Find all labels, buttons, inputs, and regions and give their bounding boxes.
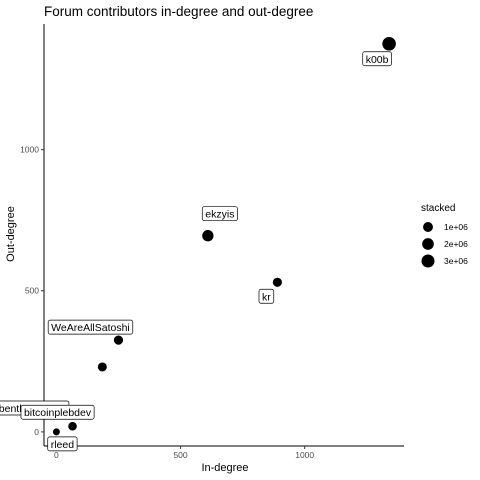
point-label-box	[20, 404, 95, 420]
x-tick-label: 500	[173, 450, 187, 460]
legend-label: 3e+06	[444, 256, 468, 266]
legend-key	[423, 222, 433, 232]
point-label: WeAreAllSatoshi	[47, 319, 134, 335]
point-label-text: k00b	[366, 54, 389, 66]
legend-key	[421, 254, 435, 268]
x-axis-title: In-degree	[201, 462, 248, 474]
point-label-box	[258, 288, 275, 304]
data-point	[113, 335, 124, 345]
x-tick-label: 1000	[295, 450, 314, 460]
y-axis-title: Out-degree	[5, 206, 17, 262]
legend-key	[422, 238, 434, 250]
legend-label: 2e+06	[444, 239, 468, 249]
legend-title: stacked	[421, 203, 455, 214]
legend-label: 1e+06	[444, 222, 468, 232]
point-label-box	[47, 436, 78, 452]
point-label: kr	[258, 288, 275, 304]
point-label-text: rleed	[51, 439, 75, 451]
data-point	[52, 428, 60, 436]
point-label: rleed	[47, 436, 78, 452]
chart-title: Forum contributors in-degree and out-deg…	[44, 4, 313, 19]
x-tick-label: 0	[54, 450, 59, 460]
point-label-text: ekzyis	[205, 209, 234, 221]
point-label: ekzyis	[201, 206, 238, 222]
data-point	[202, 230, 214, 242]
point-label-box	[47, 319, 134, 335]
point-label: bitcoinplebdev	[20, 404, 95, 420]
point-label-text: kr	[262, 291, 271, 303]
point-labels: k00bekzyiskrWeAreAllSatoshibenthecarmanb…	[0, 51, 392, 452]
axes: 0 500 1000 0 500 1000	[20, 24, 404, 460]
point-label-box	[201, 206, 238, 222]
data-point	[97, 362, 107, 372]
data-points	[52, 36, 396, 436]
y-tick-label: 1000	[20, 145, 39, 155]
data-point	[68, 421, 77, 431]
y-tick-label: 500	[25, 286, 39, 296]
point-label-text: bitcoinplebdev	[24, 407, 92, 419]
point-label: k00b	[362, 51, 392, 67]
y-tick-label: 0	[34, 427, 39, 437]
point-label-text: WeAreAllSatoshi	[51, 322, 130, 334]
legend: stacked 1e+06 2e+06 3e+06	[421, 203, 468, 268]
data-point	[272, 277, 282, 287]
data-point	[382, 36, 396, 51]
point-label-box	[362, 51, 392, 67]
